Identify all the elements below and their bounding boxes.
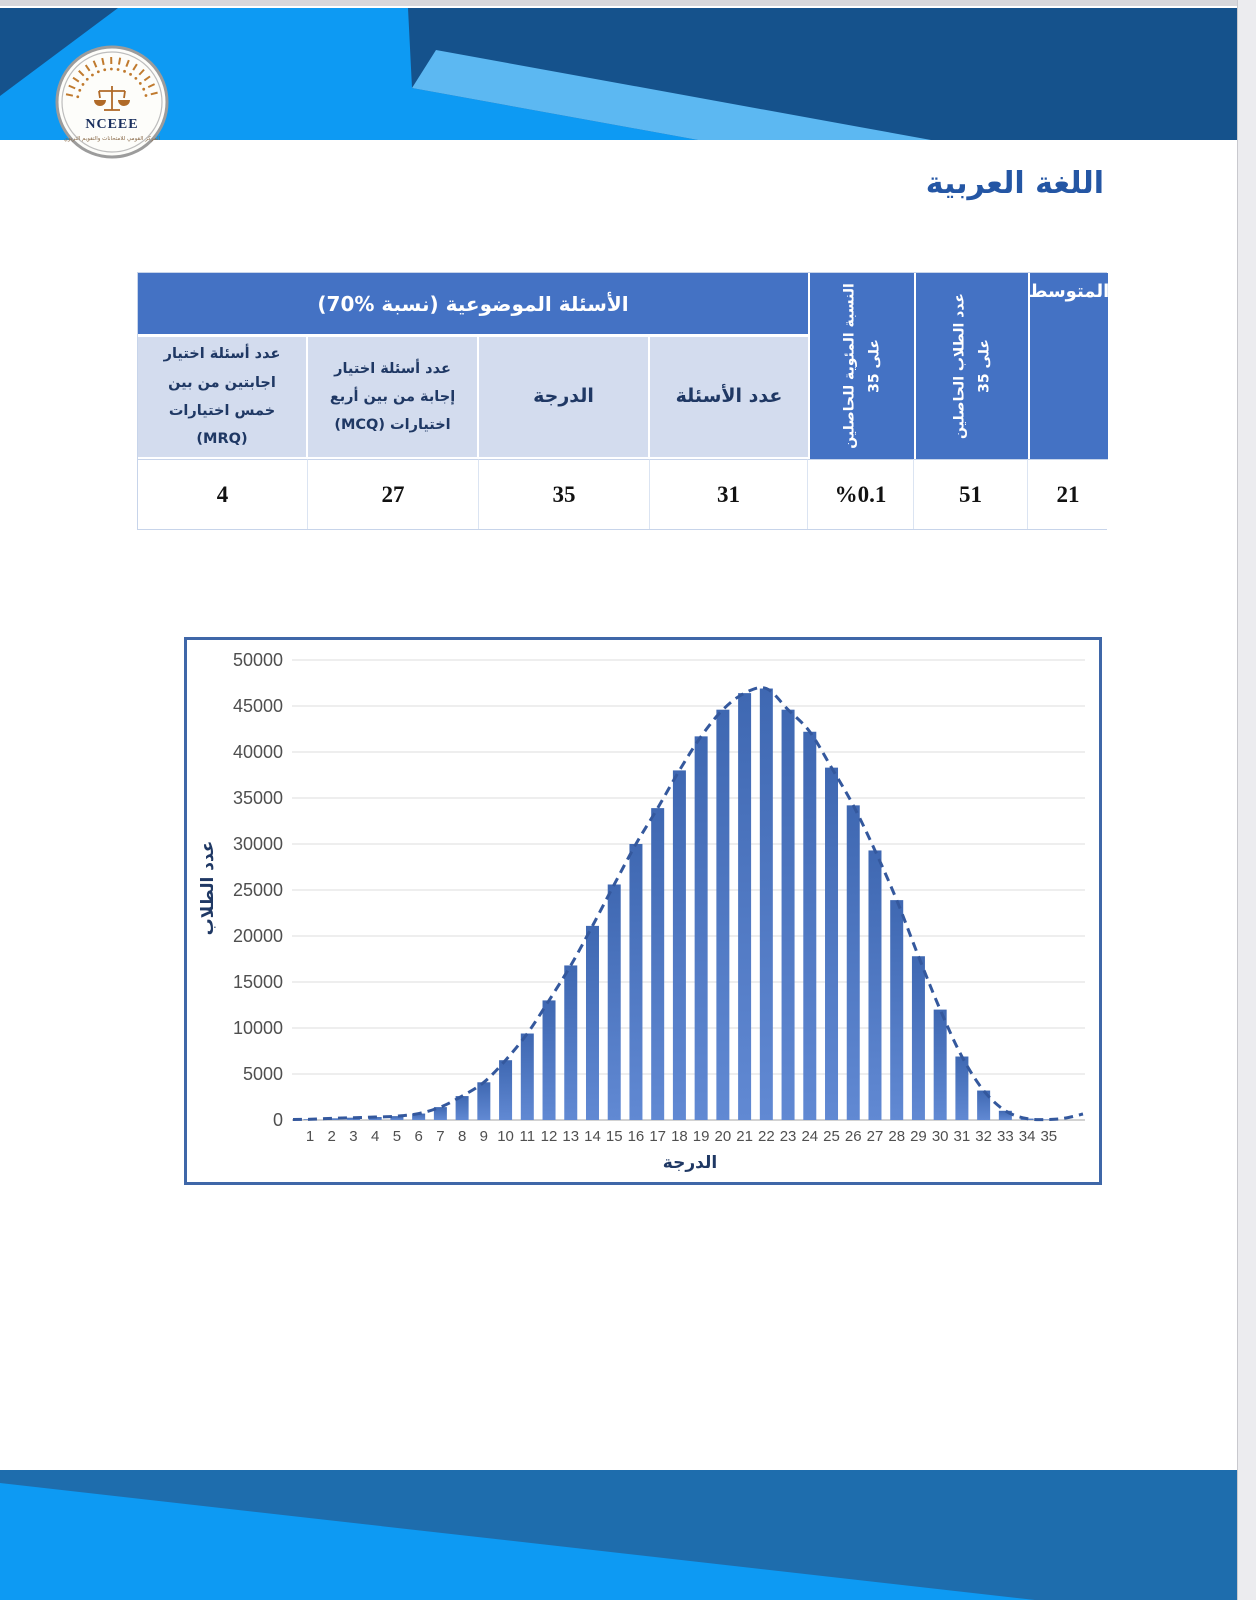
nceee-logo: NCEEE المركز القومي للامتحانات والتقويم …: [55, 45, 169, 159]
svg-text:15000: 15000: [233, 972, 283, 992]
svg-text:10000: 10000: [233, 1018, 283, 1038]
svg-text:31: 31: [954, 1128, 971, 1145]
mrq-header: عدد أسئلة اختيار اجابتين من بين خمس اختي…: [138, 337, 308, 459]
svg-text:27: 27: [867, 1128, 884, 1145]
score-header: الدرجة: [479, 337, 650, 459]
mcq-header: عدد أسئلة اختيار إجابة من بين أربع اختيا…: [308, 337, 479, 459]
svg-text:4: 4: [371, 1128, 379, 1145]
svg-text:الدرجة: الدرجة: [663, 1153, 717, 1173]
logo-arabic-name: المركز القومي للامتحانات والتقويم التربو…: [64, 135, 161, 142]
svg-text:26: 26: [845, 1128, 862, 1145]
logo-sunburst-ornament: [65, 56, 158, 99]
svg-text:1: 1: [306, 1128, 314, 1145]
count-full-mark-header: عدد الطلاب الحاصلين على 35: [914, 273, 1028, 459]
svg-text:10: 10: [497, 1128, 514, 1145]
count-full-mark-label: عدد الطلاب الحاصلين على 35: [951, 293, 993, 439]
svg-text:35: 35: [1040, 1128, 1057, 1145]
svg-text:28: 28: [888, 1128, 905, 1145]
score-distribution-chart: 0 5000 10000 15000 20000 25000 30000 35000 40000…: [184, 637, 1102, 1185]
svg-text:3: 3: [349, 1128, 357, 1145]
exam-statistics-table: الأسئلة الموضوعية (نسبة %70) النسبة المئ…: [137, 272, 1109, 530]
svg-text:40000: 40000: [233, 742, 283, 762]
scan-edge-top: [0, 0, 1256, 6]
svg-text:30000: 30000: [233, 834, 283, 854]
mrq-value: 4: [138, 459, 308, 529]
svg-text:21: 21: [736, 1128, 753, 1145]
header-bright-wedge: [0, 8, 698, 140]
scan-edge-right: [1237, 0, 1256, 1600]
svg-text:0: 0: [273, 1110, 283, 1130]
svg-text:18: 18: [671, 1128, 688, 1145]
svg-text:2: 2: [328, 1128, 336, 1145]
svg-text:12: 12: [541, 1128, 558, 1145]
num-questions-value: 31: [650, 459, 808, 529]
svg-text:29: 29: [910, 1128, 927, 1145]
page-title: اللغة العربية: [925, 166, 1104, 201]
svg-text:14: 14: [584, 1128, 601, 1145]
svg-text:9: 9: [480, 1128, 488, 1145]
footer-banner: [0, 1470, 1238, 1600]
header-corner-triangle: [0, 8, 118, 96]
mcq-value: 27: [308, 459, 479, 529]
svg-text:45000: 45000: [233, 696, 283, 716]
num-questions-header: عدد الأسئلة: [650, 337, 808, 459]
svg-text:22: 22: [758, 1128, 775, 1145]
header-sky-stripe: [412, 50, 931, 140]
svg-text:35000: 35000: [233, 788, 283, 808]
logo-inner-ring: [61, 51, 163, 153]
pct-full-mark-value: %0.1: [808, 459, 914, 529]
header-banner: [0, 8, 1238, 140]
svg-text:25: 25: [823, 1128, 840, 1145]
svg-text:32: 32: [975, 1128, 992, 1145]
footer-bright-wedge: [0, 1483, 1035, 1600]
svg-text:50000: 50000: [233, 650, 283, 670]
svg-text:34: 34: [1019, 1128, 1036, 1145]
pct-full-mark-header: النسبة المئوية للحاصلين على 35: [808, 273, 914, 459]
svg-text:19: 19: [693, 1128, 710, 1145]
mean-header: المتوسط: [1028, 273, 1109, 459]
score-value: 35: [479, 459, 650, 529]
svg-text:23: 23: [780, 1128, 797, 1145]
pct-full-mark-label: النسبة المئوية للحاصلين على 35: [841, 283, 883, 449]
svg-text:24: 24: [801, 1128, 818, 1145]
scales-icon: [94, 86, 130, 111]
score-distribution-plot: 0 5000 10000 15000 20000 25000 30000 35000 40000…: [198, 650, 1085, 1173]
svg-text:5000: 5000: [243, 1064, 283, 1084]
svg-text:30: 30: [932, 1128, 949, 1145]
svg-text:11: 11: [520, 1128, 536, 1145]
svg-text:5: 5: [393, 1128, 401, 1145]
svg-text:13: 13: [562, 1128, 579, 1145]
svg-text:7: 7: [436, 1128, 444, 1145]
svg-text:20000: 20000: [233, 926, 283, 946]
y-axis-title: عدد الطلاب: [198, 841, 218, 936]
svg-text:33: 33: [997, 1128, 1014, 1145]
svg-text:17: 17: [649, 1128, 666, 1145]
svg-text:20: 20: [715, 1128, 732, 1145]
svg-text:6: 6: [414, 1128, 422, 1145]
count-full-mark-value: 51: [914, 459, 1028, 529]
svg-text:15: 15: [606, 1128, 623, 1145]
svg-text:8: 8: [458, 1128, 466, 1145]
svg-text:16: 16: [628, 1128, 645, 1145]
objective-questions-group-header: الأسئلة الموضوعية (نسبة %70): [138, 273, 808, 337]
logo-acronym: NCEEE: [85, 117, 138, 132]
svg-text:25000: 25000: [233, 880, 283, 900]
mean-value: 21: [1028, 459, 1108, 529]
